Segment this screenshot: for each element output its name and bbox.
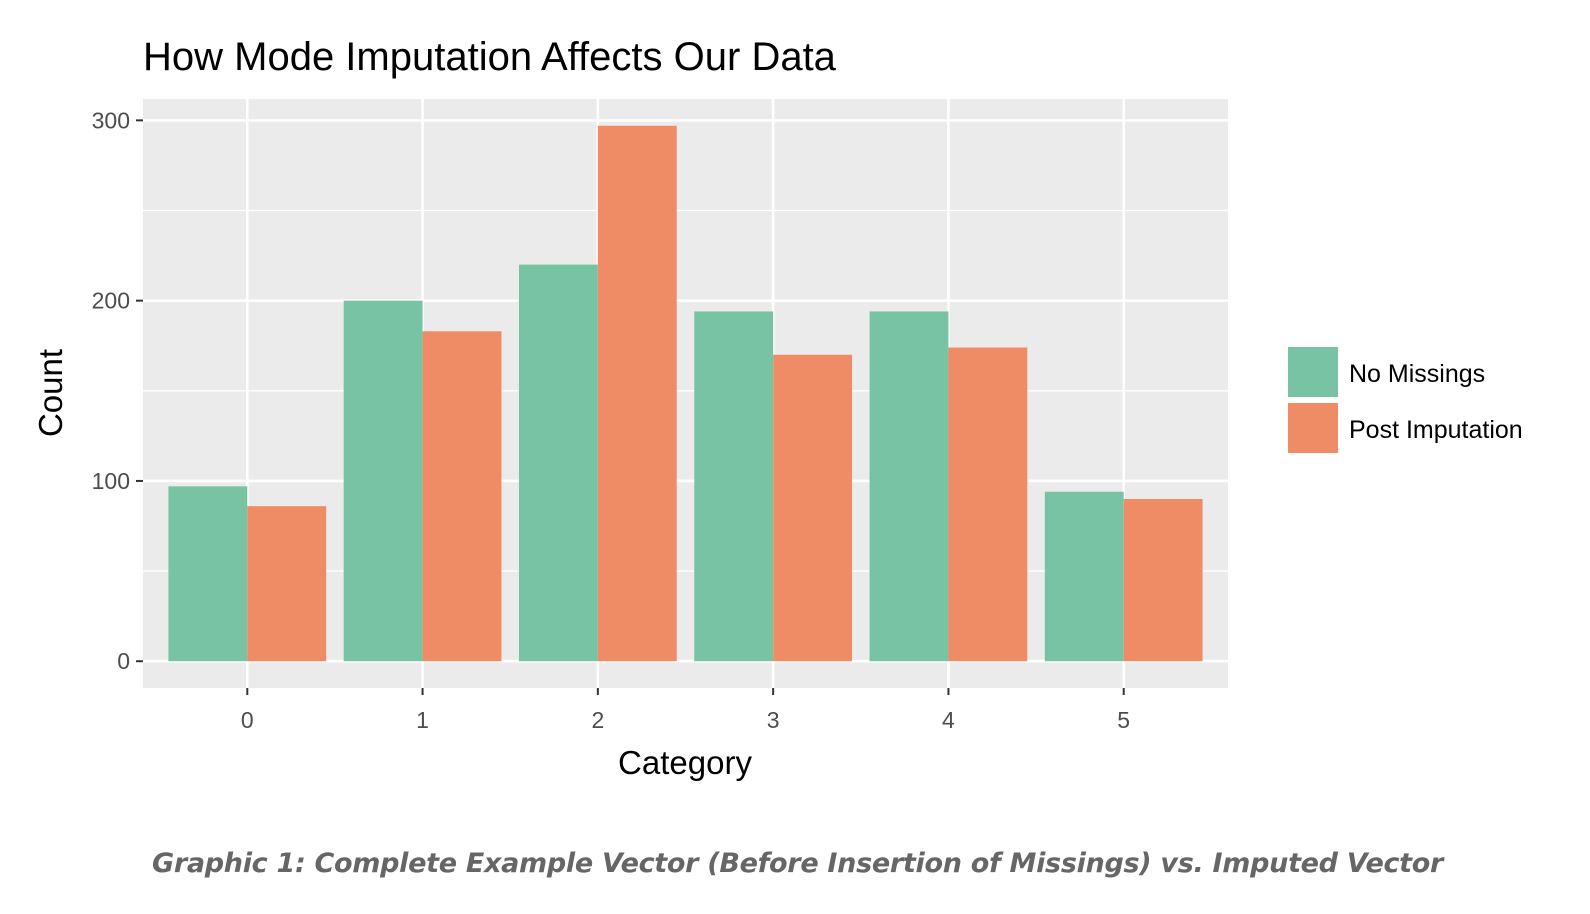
bar-no-missings — [694, 311, 774, 662]
legend-label: Post Imputation — [1349, 416, 1523, 444]
y-tick-label: 0 — [117, 648, 130, 674]
x-tick-label: 0 — [241, 707, 254, 733]
legend-swatch — [1288, 403, 1338, 453]
bar-post-imputation — [597, 125, 677, 662]
bars — [168, 125, 1203, 662]
bar-no-missings — [518, 264, 598, 662]
bar-no-missings — [869, 311, 949, 662]
y-tick-label: 200 — [92, 288, 130, 314]
bar-post-imputation — [422, 331, 502, 662]
x-tick-label: 1 — [416, 707, 429, 733]
bar-chart: How Mode Imputation Affects Our Data 010… — [32, 35, 1523, 781]
y-axis-label: Count — [32, 349, 69, 437]
bar-post-imputation — [948, 347, 1028, 662]
y-tick-label: 100 — [92, 468, 130, 494]
legend-label: No Missings — [1349, 360, 1485, 388]
bar-no-missings — [1044, 491, 1124, 662]
x-tick-label: 2 — [591, 707, 604, 733]
bar-post-imputation — [1123, 498, 1203, 662]
chart-title: How Mode Imputation Affects Our Data — [143, 35, 837, 79]
legend-swatch — [1288, 347, 1338, 397]
x-axis-label: Category — [618, 744, 752, 781]
bar-post-imputation — [773, 354, 853, 662]
x-tick-label: 5 — [1117, 707, 1130, 733]
bar-no-missings — [168, 486, 248, 662]
figure-caption: Graphic 1: Complete Example Vector (Befo… — [151, 848, 1444, 879]
x-tick-label: 4 — [942, 707, 955, 733]
axes: 0 100 200 300 0 1 2 3 4 5 — [92, 107, 1130, 733]
bar-no-missings — [343, 300, 423, 662]
legend: No Missings Post Imputation — [1288, 347, 1523, 453]
bar-post-imputation — [247, 506, 327, 662]
x-tick-label: 3 — [767, 707, 780, 733]
y-tick-label: 300 — [92, 107, 130, 133]
